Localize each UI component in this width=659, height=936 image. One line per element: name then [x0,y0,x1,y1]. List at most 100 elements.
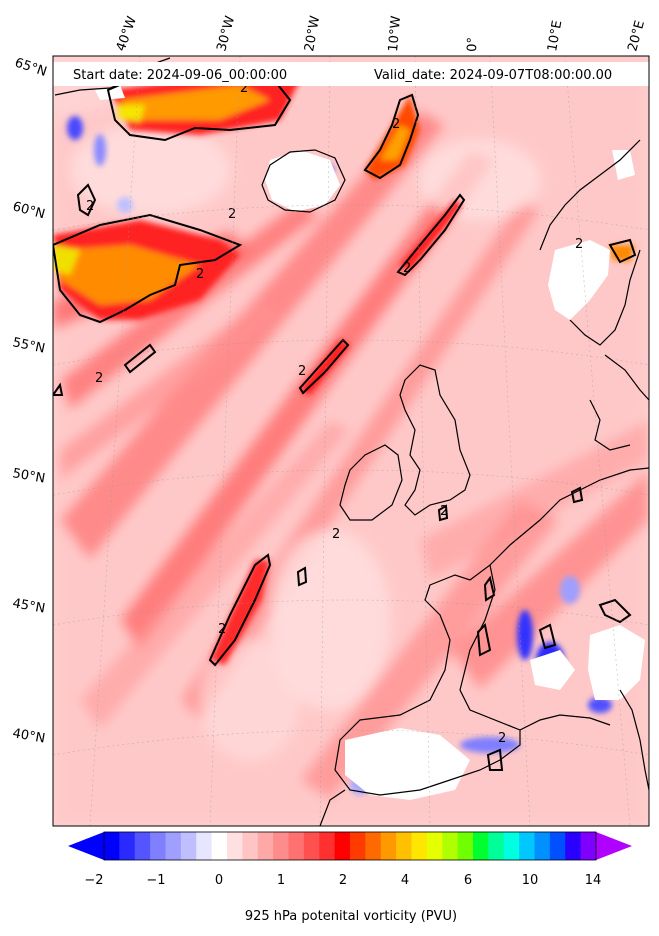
lat-label-60n: 60°N [11,199,47,222]
colorbar-cell [211,832,228,860]
masked-iberia [345,728,470,800]
pv-field [53,56,649,826]
colorbar-cell [380,832,397,860]
masked-alps [588,625,645,700]
colorbar-cell [488,832,505,860]
coastlines [54,57,649,826]
lon-label-20w: 20°W [302,15,323,53]
contour-label: 2 [440,504,448,519]
contour-label: 2 [240,81,248,96]
colorbar-cells [104,832,597,860]
colorbar-cell [473,832,489,860]
coast-iceland [261,149,346,213]
colorbar-cell [150,832,167,860]
graticule [53,56,649,826]
colorbar: −2 −1 0 1 2 4 6 10 14 925 hPa potenital … [68,831,632,924]
colorbar-cell [288,832,305,860]
colorbar-tick-label: 1 [277,873,285,888]
contour-label: 2 [95,371,103,386]
coast-norway [539,139,641,251]
pv-streaks [53,72,635,665]
masked-norway-north [612,150,635,180]
colorbar-cell [411,832,428,860]
colorbar-label: 925 hPa potenital vorticity (PVU) [245,909,457,924]
colorbar-tick-label: 2 [339,873,347,888]
start-date-label: Start date: 2024-09-06_00:00:00 [73,68,287,83]
masked-scandinavia [548,240,610,320]
contour-label: 2 [86,199,94,214]
contour-label: 2 [228,207,236,222]
coast-ireland [339,444,403,521]
colorbar-extend-high [596,832,632,860]
contour-label: 2 [403,261,411,276]
colorbar-cell [426,832,443,860]
header-strip [53,62,649,86]
lon-label-40w: 40°W [114,14,140,53]
colorbar-cell [350,832,366,860]
colorbar-cell [565,832,582,860]
contour-label: 2 [392,117,400,132]
colorbar-cell [180,832,197,860]
lat-label-55n: 55°N [11,335,46,356]
colorbar-cell [227,832,243,860]
lon-label-10w: 10°W [386,15,404,52]
masked-alps-west [530,650,575,690]
lat-label-50n: 50°N [11,466,46,486]
colorbar-cell [457,832,474,860]
colorbar-cell [119,832,136,860]
lon-label-30w: 30°W [214,14,238,53]
colorbar-cell [104,832,120,860]
colorbar-tick-label: 4 [401,873,409,888]
latitude-labels: 65°N 60°N 55°N 50°N 45°N 40°N [11,56,49,747]
colorbar-tick-label: −1 [146,873,165,888]
colorbar-tick-label: 6 [464,873,472,888]
colorbar-ticks: −2 −1 0 1 2 4 6 10 14 [84,873,601,888]
masked-terrain [95,85,645,800]
lat-label-40n: 40°N [11,726,46,746]
coast-north-sea [489,467,649,566]
lon-label-0: 0° [465,37,481,52]
map-frame [52,55,650,827]
colorbar-cell [319,832,336,860]
map-panel: 2 2 2 2 2 2 2 2 2 2 2 2 2 [53,56,649,826]
colorbar-extend-low [68,832,104,860]
colorbar-cell [134,832,151,860]
contour-label: 2 [332,527,340,542]
coast-morocco [319,789,346,826]
masked-iceland [265,150,340,212]
colorbar-tick-label: 0 [215,873,223,888]
colorbar-cell [503,832,520,860]
colorbar-cell [334,832,351,860]
lat-label-45n: 45°N [11,596,46,616]
contour-label: 2 [575,237,583,252]
contour-label: 2 [498,731,506,746]
colorbar-cell [273,832,290,860]
coast-italy [619,689,649,791]
coast-france-iberia [334,563,521,796]
colorbar-cell [365,832,382,860]
colorbar-cell [242,832,259,860]
coast-great-britain [399,364,471,516]
colorbar-cell [257,832,274,860]
lon-label-20e: 20°E [625,19,648,53]
lat-label-65n: 65°N [13,56,49,80]
contour-label: 2 [196,267,204,282]
colorbar-cell [442,832,459,860]
colorbar-tick-label: 10 [522,873,539,888]
colorbar-tick-label: 14 [585,873,602,888]
colorbar-cell [165,832,182,860]
valid-date-label: Valid_date: 2024-09-07T08:00:00.00 [374,68,612,83]
contour-label: 2 [298,364,306,379]
colorbar-frame [103,831,597,861]
colorbar-cell [303,832,320,860]
colorbar-cell [396,832,413,860]
colorbar-cell [196,832,213,860]
colorbar-cell [534,832,551,860]
colorbar-tick-label: −2 [84,873,103,888]
coast-baltic [604,354,649,401]
colorbar-cell [549,832,566,860]
contour-label: 2 [218,622,226,637]
lon-label-10e: 10°E [545,19,565,52]
colorbar-cell [580,832,597,860]
